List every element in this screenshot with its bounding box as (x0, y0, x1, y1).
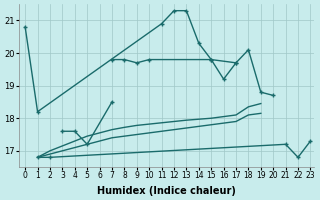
X-axis label: Humidex (Indice chaleur): Humidex (Indice chaleur) (97, 186, 236, 196)
